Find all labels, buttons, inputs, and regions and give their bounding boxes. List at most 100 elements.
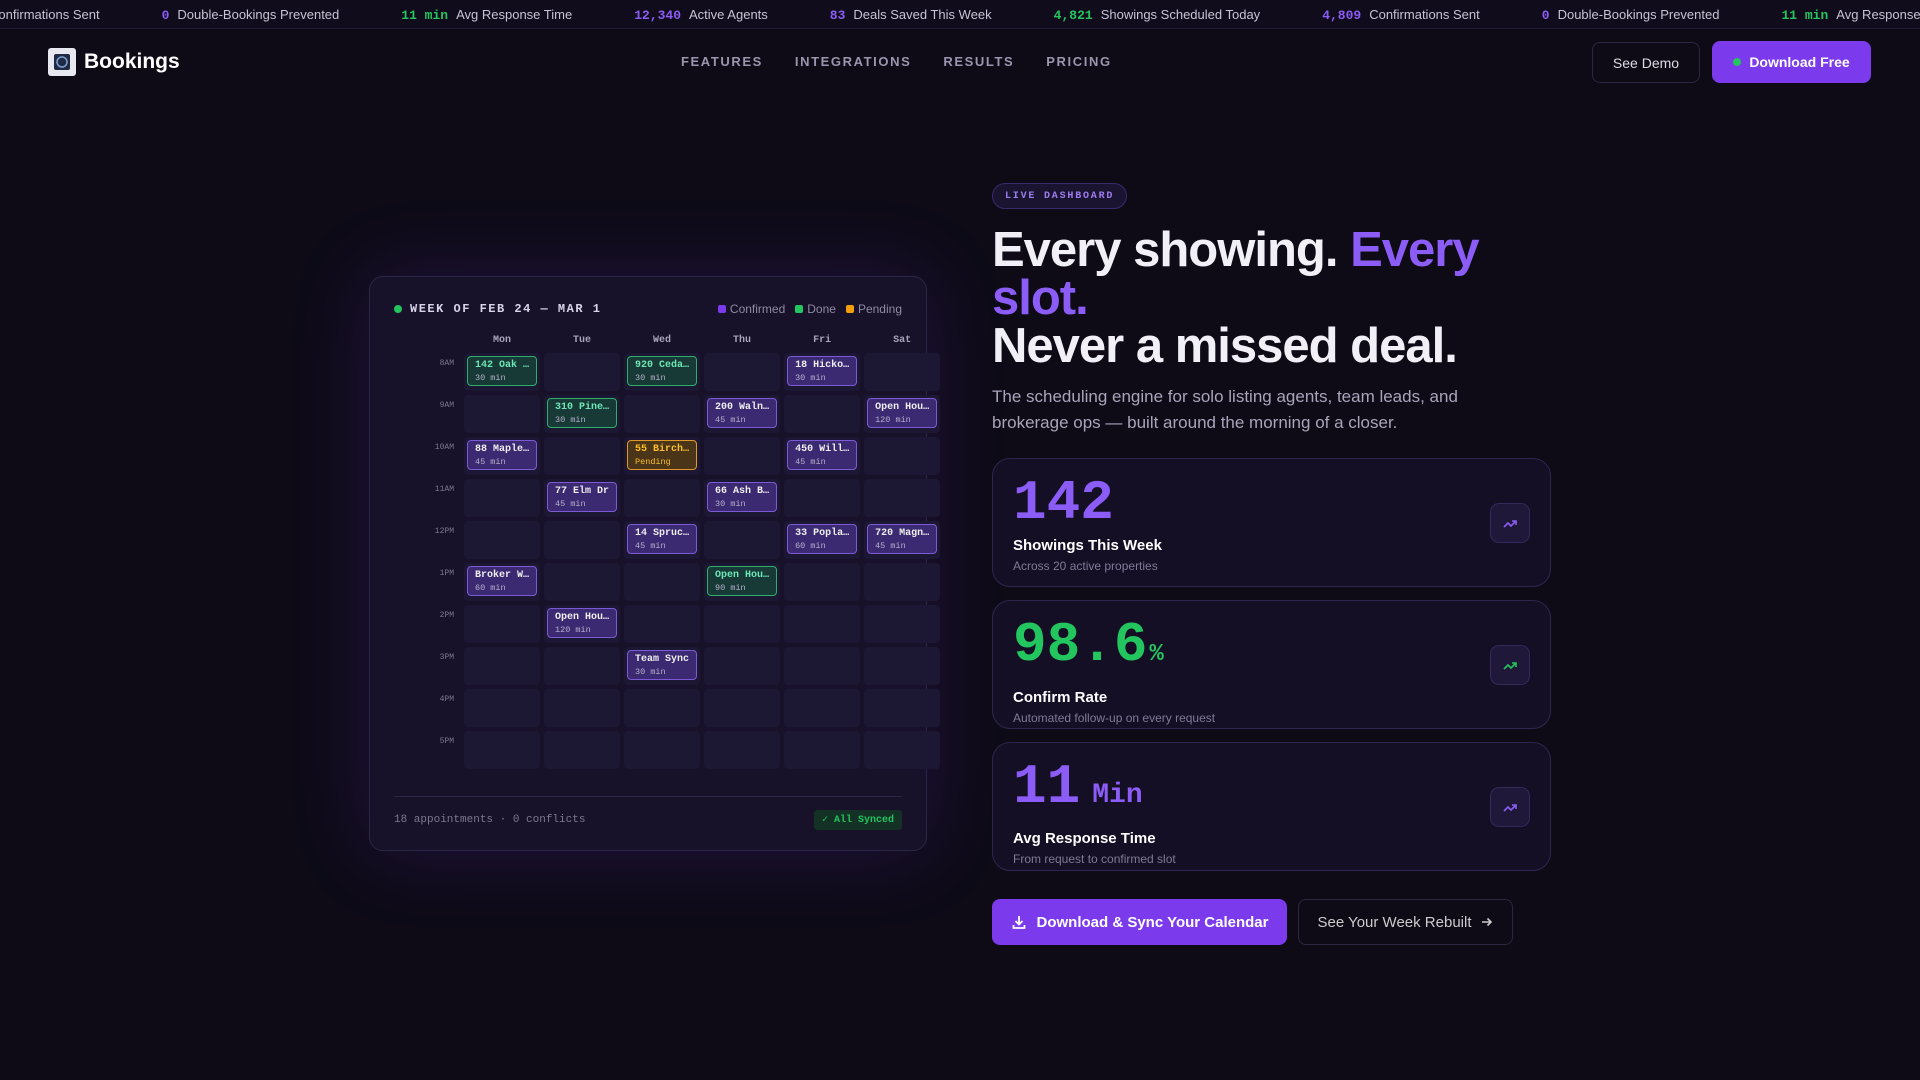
slot bbox=[784, 647, 861, 685]
appointment-title: Broker W… bbox=[475, 570, 530, 581]
calendar-footer: 18 appointments · 0 conflicts ✓ All Sync… bbox=[394, 796, 902, 830]
appointment[interactable]: 14 Spruc… 45 min bbox=[627, 524, 698, 554]
appointment-detail: 30 min bbox=[715, 499, 746, 509]
appointment[interactable]: Open Hou… 90 min bbox=[707, 566, 778, 596]
slot: 14 Spruc… 45 min bbox=[624, 521, 701, 559]
appointment[interactable]: Open Hou… 120 min bbox=[547, 608, 618, 638]
calendar-title: WEEK OF FEB 24 — MAR 1 bbox=[410, 302, 602, 316]
slot bbox=[544, 521, 621, 559]
slot bbox=[784, 605, 861, 643]
appointment[interactable]: 66 Ash B… 30 min bbox=[707, 482, 778, 512]
time-label: 9AM bbox=[439, 401, 454, 410]
slot bbox=[464, 689, 541, 727]
slot bbox=[784, 731, 861, 769]
slot bbox=[544, 353, 621, 391]
appointment[interactable]: Broker W… 60 min bbox=[467, 566, 538, 596]
slot: 18 Hicko… 30 min bbox=[784, 353, 861, 391]
calendar-title-wrap: WEEK OF FEB 24 — MAR 1 bbox=[394, 302, 601, 316]
slot bbox=[704, 647, 781, 685]
ticker-item: 4,821 Showings Scheduled Today bbox=[1054, 7, 1261, 23]
stat-value: 142 bbox=[1013, 471, 1114, 535]
see-demo-button[interactable]: See Demo bbox=[1592, 42, 1700, 83]
see-week-button[interactable]: See Your Week Rebuilt bbox=[1298, 899, 1513, 945]
appointment[interactable]: 55 Birch… Pending bbox=[627, 440, 698, 470]
slot bbox=[464, 605, 541, 643]
legend-swatch bbox=[845, 305, 854, 313]
appointment[interactable]: 18 Hicko… 30 min bbox=[787, 356, 858, 386]
ticker-item: 0 Double-Bookings Prevented bbox=[162, 7, 340, 23]
ticker-value: 12,340 bbox=[634, 7, 682, 23]
appointment-detail: 45 min bbox=[635, 541, 666, 551]
appointment-detail: 120 min bbox=[875, 415, 911, 425]
brand[interactable]: Bookings bbox=[48, 48, 180, 76]
day-header: Mon bbox=[493, 335, 512, 346]
nav-link[interactable]: FEATURES bbox=[681, 54, 763, 69]
slot bbox=[784, 689, 861, 727]
appointment[interactable]: Team Sync 30 min bbox=[627, 650, 698, 680]
appointment[interactable]: 920 Ceda… 30 min bbox=[627, 356, 698, 386]
slot bbox=[544, 437, 621, 475]
ticker-value: 83 bbox=[829, 7, 846, 23]
appointment[interactable]: 142 Oak … 30 min bbox=[467, 356, 538, 386]
trend-icon bbox=[1490, 645, 1530, 685]
time-label: 4PM bbox=[439, 695, 454, 704]
day-header: Wed bbox=[653, 335, 672, 346]
calendar-card: WEEK OF FEB 24 — MAR 1 Confirmed Done Pend… bbox=[369, 276, 941, 851]
slot: Open Hou… 120 min bbox=[864, 395, 941, 433]
appointment[interactable]: 77 Elm Dr 45 min bbox=[547, 482, 618, 512]
stat-unit: % bbox=[1149, 641, 1164, 668]
nav-link[interactable]: PRICING bbox=[1046, 54, 1112, 69]
appointment[interactable]: 450 Will… 45 min bbox=[787, 440, 858, 470]
top-nav: Bookings FEATURES INTEGRATIONS RESULTS PRIC… bbox=[0, 30, 1920, 92]
appointment[interactable]: 88 Maple… 45 min bbox=[467, 440, 538, 470]
hero-heading: Every showing. Every slot. Never a missed… bbox=[992, 223, 1552, 371]
slot: 77 Elm Dr 45 min bbox=[544, 479, 621, 517]
appointment-title: 14 Spruc… bbox=[635, 528, 690, 539]
download-free-button[interactable]: Download Free bbox=[1712, 41, 1871, 83]
time-label: 1PM bbox=[439, 569, 454, 578]
appointment[interactable]: 200 Waln… 45 min bbox=[707, 398, 778, 428]
appointment-detail: 45 min bbox=[715, 415, 746, 425]
appointment[interactable]: 720 Magn… 45 min bbox=[867, 524, 938, 554]
slot: 450 Will… 45 min bbox=[784, 437, 861, 475]
brand-name: Bookings bbox=[84, 50, 180, 73]
slot bbox=[544, 647, 621, 685]
slot: 720 Magn… 45 min bbox=[864, 521, 941, 559]
slot bbox=[704, 353, 781, 391]
appointment-count: 18 appointments · 0 conflicts bbox=[394, 814, 586, 826]
slot bbox=[864, 437, 941, 475]
appointment-detail: 90 min bbox=[715, 583, 746, 593]
appointment-title: 310 Pine… bbox=[555, 402, 610, 413]
legend-item: Confirmed bbox=[717, 302, 786, 316]
heading-lead: Every showing. bbox=[992, 223, 1338, 277]
slot bbox=[704, 689, 781, 727]
appointment-detail: 30 min bbox=[635, 373, 666, 383]
appointment[interactable]: 33 Popla… 60 min bbox=[787, 524, 858, 554]
ticker-label: Active Agents bbox=[689, 6, 768, 22]
stat-number: 142 bbox=[1013, 473, 1530, 533]
download-sync-button[interactable]: Download & Sync Your Calendar bbox=[992, 899, 1287, 945]
slot bbox=[624, 395, 701, 433]
appointment[interactable]: Open Hou… 120 min bbox=[867, 398, 938, 428]
ticker-item: 11 min Avg Response Time bbox=[1781, 7, 1920, 23]
slot bbox=[704, 605, 781, 643]
nav-link[interactable]: INTEGRATIONS bbox=[794, 54, 912, 69]
slot bbox=[464, 521, 541, 559]
slot bbox=[704, 437, 781, 475]
appointment[interactable]: 310 Pine… 30 min bbox=[547, 398, 618, 428]
legend-label: Confirmed bbox=[729, 302, 786, 316]
ticker-value: 11 min bbox=[401, 7, 449, 23]
download-sync-label: Download & Sync Your Calendar bbox=[1036, 913, 1269, 931]
stat-value: 98.6 bbox=[1013, 613, 1148, 677]
slot bbox=[704, 731, 781, 769]
nav-link[interactable]: RESULTS bbox=[943, 54, 1015, 69]
slot bbox=[544, 689, 621, 727]
slot bbox=[864, 479, 941, 517]
trend-icon bbox=[1490, 503, 1530, 543]
slot bbox=[704, 521, 781, 559]
stat-note: Across 20 active properties bbox=[1013, 559, 1158, 573]
time-label: 12PM bbox=[434, 527, 454, 536]
appointment-detail: 45 min bbox=[875, 541, 906, 551]
